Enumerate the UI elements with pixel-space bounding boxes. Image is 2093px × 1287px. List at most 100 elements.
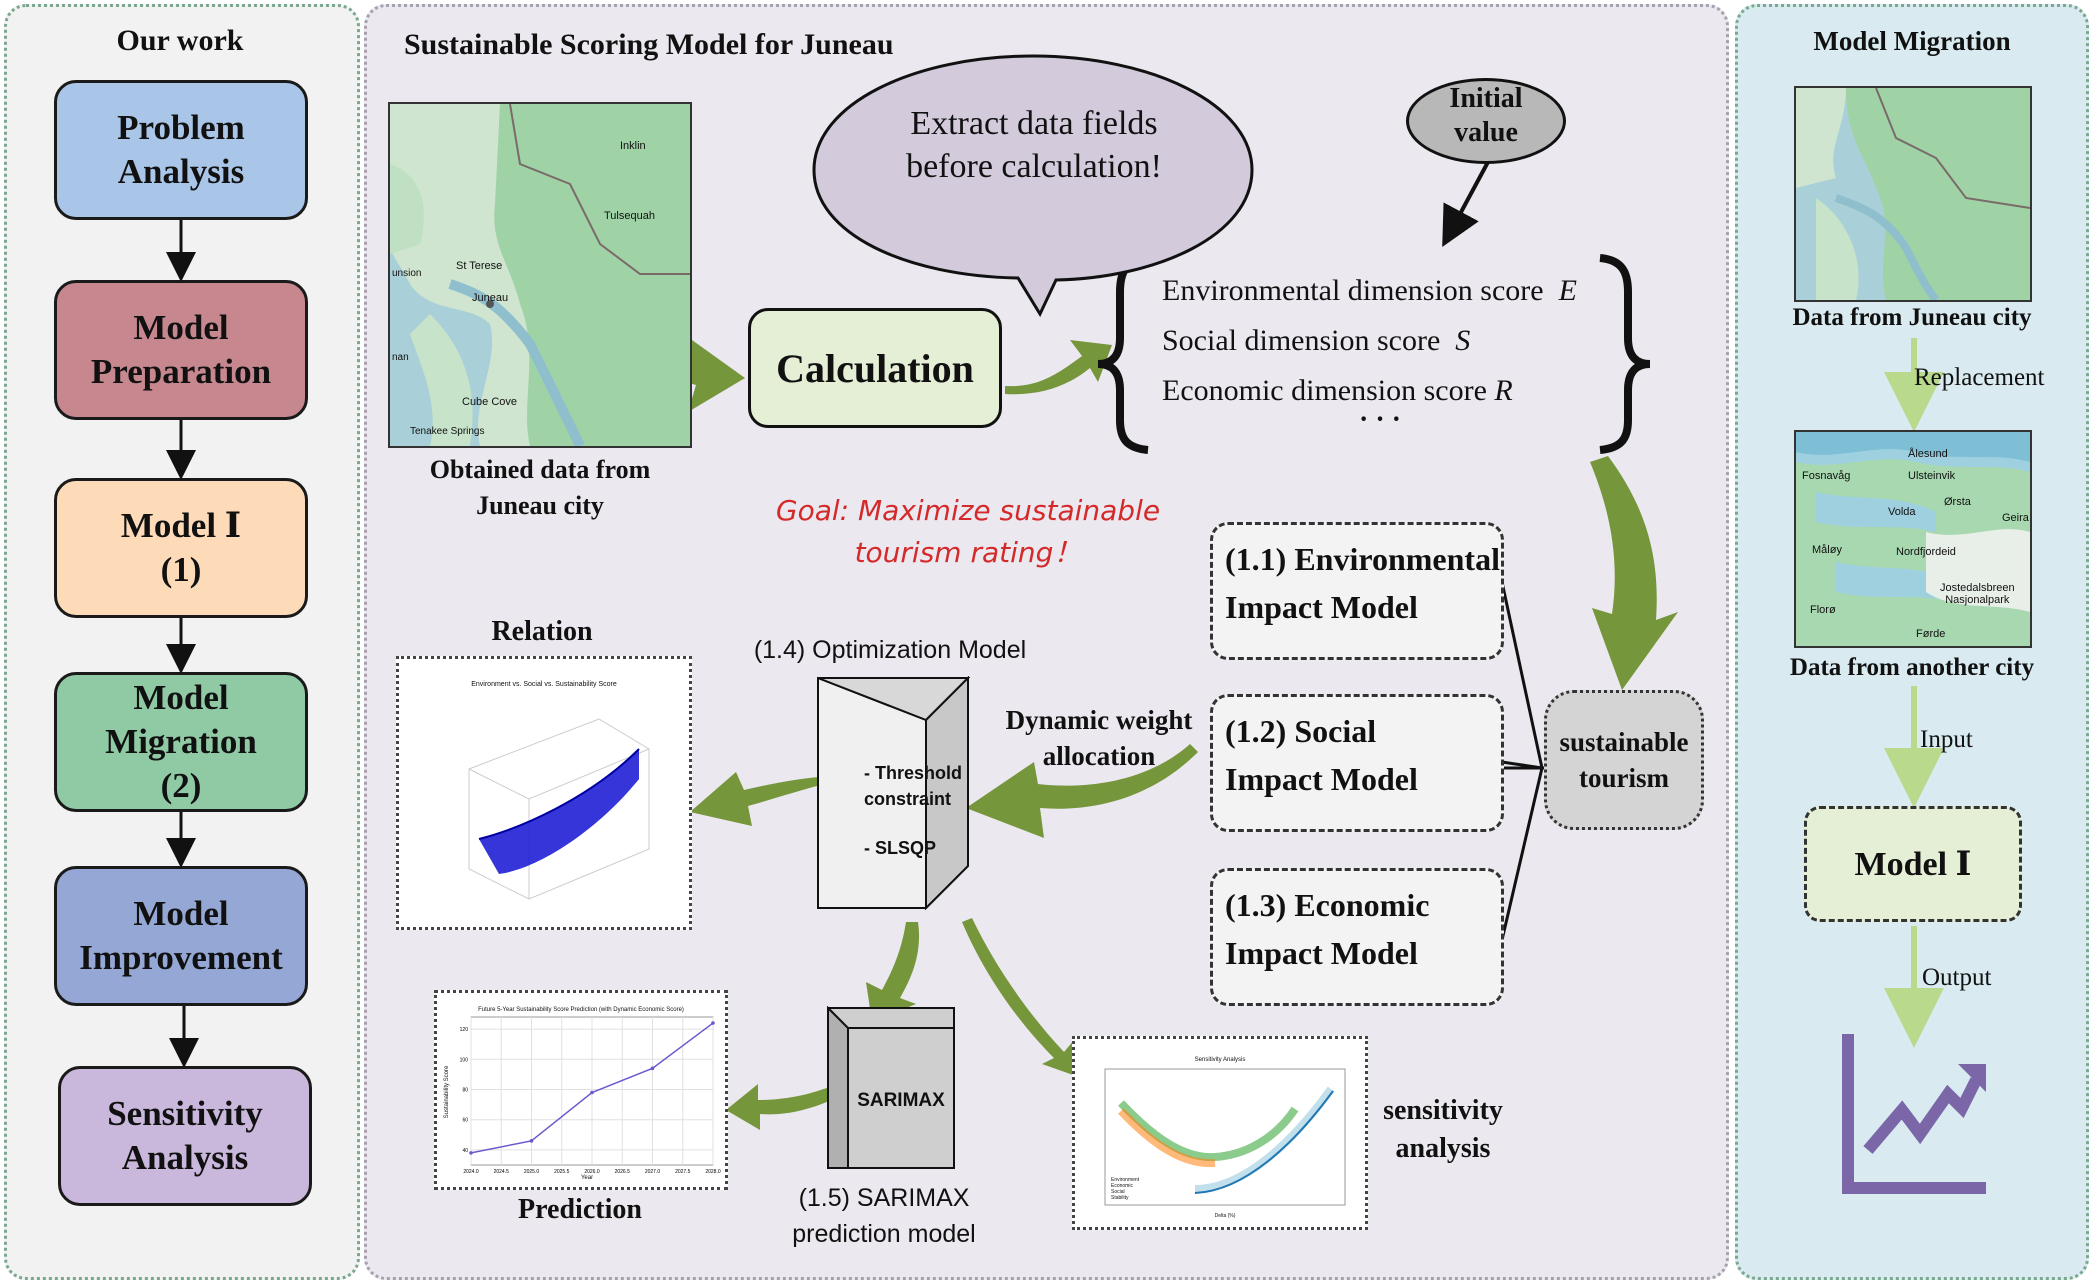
arrow-dynamic-weight: [966, 744, 1198, 838]
scores-list: Environmental dimension score E Social d…: [1162, 266, 1602, 416]
stage-sensitivity-analysis: Sensitivity Analysis: [58, 1066, 312, 1206]
sarimax-box: [827, 1006, 955, 1169]
scores-ellipsis: · · ·: [1358, 404, 1401, 435]
juneau-map-caption: Obtained data from Juneau city: [429, 455, 651, 520]
other-city-caption: Data from another city: [1789, 654, 2035, 681]
sensitivity-line-social: [1194, 1086, 1335, 1193]
model-1-box: Model Ⅰ: [1804, 806, 2022, 922]
juneau-small-map: [1794, 86, 2032, 302]
sarimax-label: SARIMAX: [857, 1090, 945, 1111]
prediction-x-tick: 2028.0: [705, 1169, 721, 1175]
legend-economic: Economic: [1111, 1183, 1133, 1189]
initial-value-text: Initial value: [1449, 83, 1523, 148]
prediction-point: [469, 1151, 473, 1155]
place-alesund: Ålesund: [1908, 448, 1948, 460]
legend-environment: Environment: [1111, 1177, 1140, 1183]
other-city-map-graphic: [1796, 432, 2030, 646]
model-migration-title: Model Migration: [1813, 26, 2011, 56]
impact-model-environmental: (1.1) Environmental Impact Model: [1210, 522, 1504, 660]
relation-chart-title: Environment vs. Social vs. Sustainabilit…: [471, 681, 617, 688]
optimization-title: (1.4) Optimization Model: [753, 636, 1027, 664]
arrow-opt-to-sarimax: [866, 922, 920, 1022]
map-place-cube-cove: Cube Cove: [462, 396, 518, 408]
juneau-map-graphic: [390, 104, 690, 446]
prediction-y-label: Sustainability Score: [444, 1065, 450, 1119]
place-forde: Førde: [1916, 628, 1946, 640]
prediction-point: [529, 1139, 534, 1143]
legend-stability: Stability: [1111, 1195, 1129, 1201]
relation-chart: Environment vs. Social vs. Sustainabilit…: [396, 656, 692, 930]
optimization-item-threshold: - Threshold constraint: [864, 763, 962, 809]
prediction-x-tick: 2024.5: [494, 1169, 510, 1175]
replacement-label: Replacement: [1914, 364, 2045, 391]
juneau-map: Juneau St Terese Inklin Tulsequah Cube C…: [388, 102, 692, 448]
prediction-y-tick: 40: [462, 1148, 468, 1154]
impact-model-social: (1.2) Social Impact Model: [1210, 694, 1504, 832]
prediction-y-tick: 120: [460, 1027, 469, 1033]
sensitivity-label: sensitivity analysis: [1383, 1095, 1503, 1164]
prediction-x-tick: 2024.0: [463, 1169, 479, 1175]
sensitivity-plot: [1104, 1068, 1346, 1206]
arrow-initial-value: [1442, 161, 1490, 248]
relation-surface: [468, 718, 650, 900]
prediction-plot: 2024.0 2024.5 2025.0 2025.5 2026.0 2026.5 2027…: [460, 1016, 721, 1175]
map-place-unsion: unsion: [392, 268, 422, 279]
sensitivity-chart: Sensitivity Analysis Environment Economi…: [1072, 1036, 1368, 1230]
prediction-x-tick: 2027.5: [675, 1169, 691, 1175]
sensitivity-line-stability: [1194, 1090, 1334, 1194]
place-floro: Florø: [1810, 604, 1836, 616]
prediction-x-tick: 2025.0: [524, 1169, 540, 1175]
map-place-inklin: Inklin: [620, 140, 646, 152]
left-brace: [1097, 254, 1149, 454]
sarimax-caption: (1.5) SARIMAX prediction model: [792, 1184, 976, 1248]
scoring-model-title: Sustainable Scoring Model for Juneau: [404, 28, 894, 61]
juneau-small-map-graphic: [1796, 88, 2030, 300]
arrow-opt-to-relation: [690, 772, 832, 826]
prediction-y-tick: 100: [460, 1057, 469, 1063]
arrow-opt-to-sensitivity: [962, 918, 1076, 1076]
prediction-y-tick: 80: [462, 1087, 468, 1093]
score-economic: Economic dimension score R: [1162, 374, 1513, 407]
impact-model-economic: (1.3) Economic Impact Model: [1210, 868, 1504, 1006]
dynamic-weight-text: Dynamic weight allocation: [1005, 705, 1193, 771]
map-place-juneau: Juneau: [472, 292, 509, 304]
juneau-small-caption: Data from Juneau city: [1792, 304, 2032, 331]
stage-model-1: Model Ⅰ (1): [54, 478, 308, 618]
speech-bubble-text: Extract data fields before calculation!: [906, 105, 1162, 185]
stage-model-improvement: Model Improvement: [54, 866, 308, 1006]
arrow-sarimax-to-prediction: [726, 1084, 836, 1130]
arrow-calc-to-scores: [1005, 340, 1112, 395]
stage-problem-analysis: Problem Analysis: [54, 80, 308, 220]
legend-social: Social: [1111, 1189, 1125, 1195]
map-place-nan: nan: [392, 352, 409, 363]
calculation-box: Calculation: [748, 308, 1002, 428]
stage-arrows: [166, 220, 199, 1068]
prediction-y-tick: 60: [462, 1118, 468, 1124]
right-brace: [1599, 254, 1651, 454]
impact-connectors: [1500, 581, 1546, 941]
goal-text: Goal: Maximize sustainable tourism ratin…: [775, 494, 1161, 569]
map-place-tenakee: Tenakee Springs: [410, 426, 485, 437]
prediction-label: Prediction: [518, 1194, 642, 1225]
prediction-point: [711, 1021, 715, 1025]
sensitivity-chart-title: Sensitivity Analysis: [1194, 1057, 1246, 1063]
sensitivity-line-environment: [1118, 1100, 1299, 1162]
score-environmental: Environmental dimension score E: [1162, 274, 1577, 307]
map-place-tulsequah: Tulsequah: [604, 210, 655, 222]
prediction-x-label: Year: [580, 1175, 594, 1181]
place-orsta: Ørsta: [1944, 496, 1971, 508]
place-nordfjordeid: Nordfjordeid: [1896, 546, 1956, 558]
prediction-x-tick: 2026.0: [584, 1169, 600, 1175]
sensitivity-legend: Environment Economic Social Stability: [1111, 1177, 1139, 1201]
stage-model-preparation: Model Preparation: [54, 280, 308, 420]
place-fosnavag: Fosnavåg: [1802, 470, 1851, 482]
place-geira: Geira: [2002, 512, 2029, 524]
sensitivity-line-economic: [1118, 1108, 1216, 1168]
speech-bubble: [812, 54, 1254, 318]
other-city-map: Ålesund Fosnavåg Ulsteinvik Ørsta Volda …: [1794, 430, 2032, 648]
map-place-st-terese: St Terese: [456, 260, 503, 272]
sustainable-tourism-box: sustainable tourism: [1544, 690, 1704, 830]
input-label: Input: [1920, 726, 1973, 753]
prediction-x-tick: 2025.5: [554, 1169, 570, 1175]
arrow-scores-to-sustainable: [1590, 456, 1678, 690]
